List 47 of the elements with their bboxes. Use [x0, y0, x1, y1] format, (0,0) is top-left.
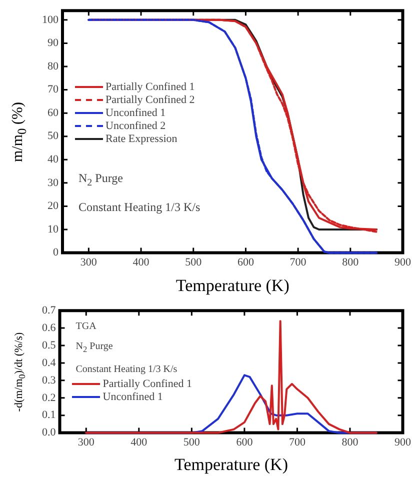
y-tick-label: 70 — [48, 84, 59, 96]
legend-label: Partially Confined 1 — [102, 378, 192, 390]
y-tick-label: 0.0 — [42, 426, 56, 439]
y-tick-label: 50 — [48, 130, 59, 142]
y-tick-label: 90 — [48, 37, 59, 50]
x-tick-label: 600 — [236, 436, 254, 448]
x-tick-label: 700 — [290, 256, 307, 268]
legend-label: Unconfined 1 — [102, 391, 163, 404]
annotation: Constant Heating 1/3 K/s — [76, 362, 178, 377]
y-tick-label: 0.3 — [42, 374, 56, 386]
x-axis-title: Temperature (K) — [174, 455, 288, 475]
x-tick-label: 300 — [80, 256, 98, 268]
legend-label: Unconfined 1 — [106, 107, 166, 120]
y-tick-label: 60 — [48, 106, 59, 119]
x-tick-label: 700 — [288, 436, 306, 448]
x-tick-label: 800 — [342, 256, 360, 268]
legend-label: Unconfined 2 — [106, 120, 166, 132]
y-tick-label: 0.7 — [42, 304, 56, 316]
legend-label: Rate Expression — [106, 133, 178, 146]
x-tick-label: 400 — [132, 256, 150, 268]
y-tick-label: 80 — [48, 60, 59, 72]
annotation: Constant Heating 1/3 K/s — [78, 199, 200, 216]
y-tick-label: 0.4 — [42, 356, 56, 369]
y-tick-label: 40 — [48, 154, 59, 166]
y-tick-label: 0 — [53, 246, 59, 259]
y-tick-label: 20 — [48, 200, 59, 212]
y-tick-label: 10 — [48, 223, 59, 236]
legend-label: Partially Confined 1 — [106, 81, 195, 94]
x-tick-label: 400 — [130, 436, 148, 448]
x-tick-label: 300 — [78, 436, 95, 448]
x-tick-label: 500 — [185, 256, 202, 268]
y-tick-label: 30 — [48, 176, 59, 189]
y-tick-label: 0.2 — [42, 392, 56, 404]
x-tick-label: 600 — [237, 256, 254, 268]
x-tick-label: 500 — [183, 436, 200, 448]
y-tick-label: 0.6 — [42, 322, 56, 334]
annotation: TGA — [76, 320, 98, 334]
x-tick-label: 900 — [394, 256, 412, 268]
x-tick-label: 800 — [342, 436, 359, 448]
x-tick-label: 900 — [394, 436, 412, 448]
annotation: N$_{2}$ Purge — [78, 170, 124, 190]
y-tick-label: 0.1 — [42, 409, 56, 422]
y-tick-label: 0.5 — [42, 339, 56, 352]
legend-label: Partially Confined 2 — [106, 94, 195, 106]
y-tick-label: 100 — [42, 14, 59, 26]
annotation: N$_{2}$ Purge — [76, 340, 114, 356]
x-axis-title: Temperature (K) — [176, 276, 290, 296]
